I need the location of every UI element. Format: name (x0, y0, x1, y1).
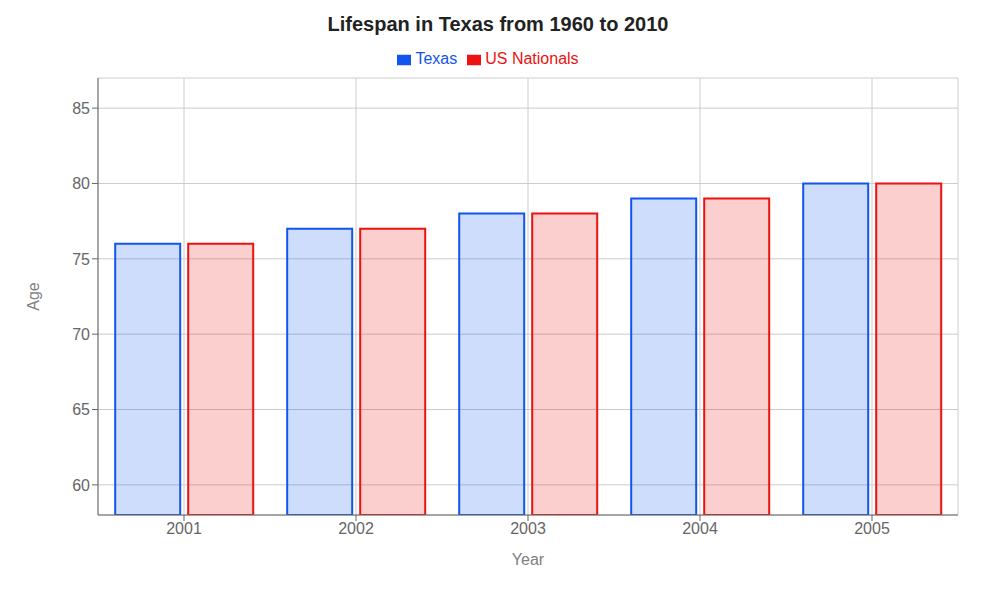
svg-text:2003: 2003 (510, 520, 546, 537)
svg-text:Age: Age (25, 282, 42, 311)
svg-text:60: 60 (72, 477, 90, 494)
svg-text:Year: Year (512, 551, 545, 568)
svg-text:85: 85 (72, 100, 90, 117)
svg-text:2002: 2002 (338, 520, 374, 537)
svg-text:65: 65 (72, 401, 90, 418)
svg-text:2001: 2001 (166, 520, 202, 537)
svg-text:70: 70 (72, 326, 90, 343)
html-text:Lifespan in Texas from 1960 to: Lifespan in Texas from 1960 to 2010 (327, 13, 669, 35)
svg-text:75: 75 (72, 251, 90, 268)
html-text:Texas: Texas (415, 50, 458, 67)
svg-text:2004: 2004 (682, 520, 718, 537)
svg-text:2005: 2005 (854, 520, 890, 537)
svg-text:80: 80 (72, 175, 90, 192)
html-text:US Nationals: US Nationals (485, 50, 579, 67)
